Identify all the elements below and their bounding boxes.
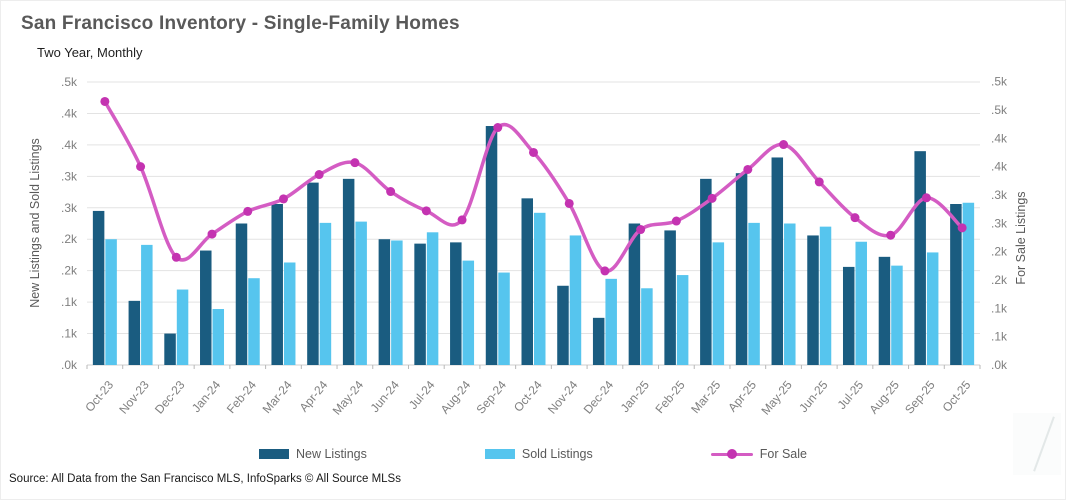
svg-text:.5k: .5k <box>61 75 78 89</box>
svg-text:Dec-24: Dec-24 <box>581 378 617 417</box>
svg-text:.2k: .2k <box>61 264 78 278</box>
svg-text:New Listings and Sold Listings: New Listings and Sold Listings <box>28 138 42 308</box>
svg-text:.1k: .1k <box>61 295 78 309</box>
chart-subtitle: Two Year, Monthly <box>37 45 143 60</box>
svg-text:.3k: .3k <box>61 201 78 215</box>
svg-text:.1k: .1k <box>61 327 78 341</box>
svg-text:.5k: .5k <box>991 103 1008 117</box>
svg-text:.2k: .2k <box>61 232 78 246</box>
legend-item-new-listings[interactable]: New Listings <box>259 447 367 461</box>
svg-text:Apr-24: Apr-24 <box>297 378 331 415</box>
svg-text:.4k: .4k <box>61 106 78 120</box>
svg-text:Nov-23: Nov-23 <box>116 378 152 417</box>
for-sale-line-icon <box>710 448 753 460</box>
source-attribution: Source: All Data from the San Francisco … <box>9 473 401 485</box>
svg-text:.5k: .5k <box>991 75 1008 89</box>
legend-item-for-sale[interactable]: For Sale <box>710 447 807 461</box>
svg-text:Feb-24: Feb-24 <box>224 378 259 416</box>
svg-text:.1k: .1k <box>991 330 1008 344</box>
svg-text:.3k: .3k <box>991 216 1008 230</box>
svg-text:.4k: .4k <box>991 131 1008 145</box>
svg-text:Dec-23: Dec-23 <box>152 378 188 417</box>
svg-text:Jul-24: Jul-24 <box>406 378 438 412</box>
svg-text:Feb-25: Feb-25 <box>653 378 688 416</box>
legend-item-sold-listings[interactable]: Sold Listings <box>484 447 593 461</box>
svg-text:Sep-24: Sep-24 <box>473 378 509 417</box>
svg-text:May-25: May-25 <box>758 378 795 418</box>
svg-text:.4k: .4k <box>991 160 1008 174</box>
svg-text:Mar-24: Mar-24 <box>260 378 295 416</box>
svg-text:.2k: .2k <box>991 245 1008 259</box>
svg-text:May-24: May-24 <box>330 378 367 418</box>
svg-text:.0k: .0k <box>991 358 1008 372</box>
legend-label: Sold Listings <box>521 447 593 461</box>
svg-text:Jun-25: Jun-25 <box>796 378 831 415</box>
svg-text:Aug-24: Aug-24 <box>438 378 474 417</box>
svg-text:.4k: .4k <box>61 138 78 152</box>
svg-text:For Sale Listings: For Sale Listings <box>1014 191 1028 284</box>
svg-text:Apr-25: Apr-25 <box>725 378 759 415</box>
svg-text:.3k: .3k <box>61 169 78 183</box>
svg-text:Jun-24: Jun-24 <box>368 378 403 415</box>
chart-title: San Francisco Inventory - Single-Family … <box>21 13 460 34</box>
legend-label: For Sale <box>759 447 807 461</box>
svg-text:Jan-25: Jan-25 <box>618 378 653 415</box>
svg-text:Jan-24: Jan-24 <box>189 378 224 415</box>
svg-text:Aug-25: Aug-25 <box>866 378 902 417</box>
svg-text:.1k: .1k <box>991 301 1008 315</box>
svg-text:Mar-25: Mar-25 <box>688 378 723 416</box>
svg-text:Oct-25: Oct-25 <box>940 378 974 415</box>
legend-label: New Listings <box>296 447 367 461</box>
svg-text:.3k: .3k <box>991 188 1008 202</box>
svg-text:Nov-24: Nov-24 <box>545 378 581 417</box>
chart-legend: New Listings Sold Listings For Sale <box>1 447 1065 461</box>
new-listings-swatch-icon <box>259 449 289 459</box>
svg-text:.0k: .0k <box>61 358 78 372</box>
svg-text:Oct-23: Oct-23 <box>82 378 116 415</box>
sold-listings-swatch-icon <box>484 449 515 459</box>
svg-text:Sep-25: Sep-25 <box>902 378 938 417</box>
svg-text:Jul-25: Jul-25 <box>835 378 867 412</box>
svg-text:Oct-24: Oct-24 <box>511 378 545 415</box>
svg-text:.2k: .2k <box>991 273 1008 287</box>
